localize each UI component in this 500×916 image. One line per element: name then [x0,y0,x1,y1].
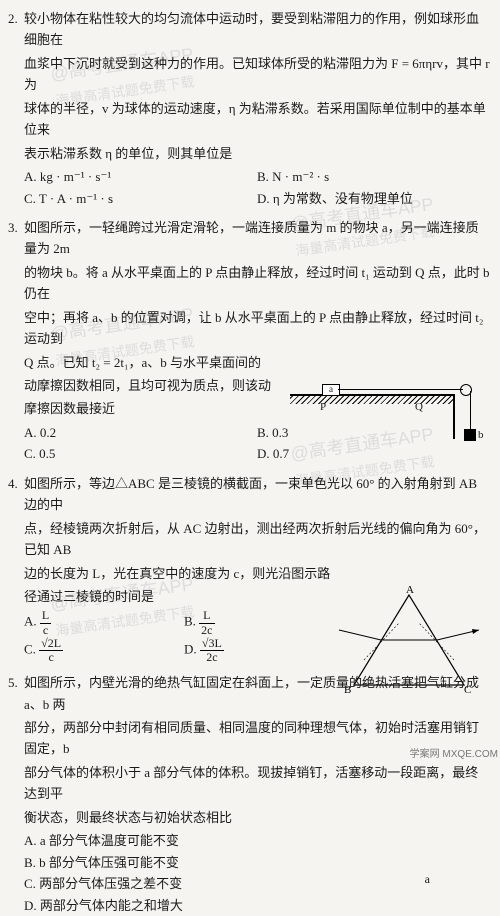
block-b [464,429,476,441]
option-d: D. √3L2c [184,637,344,664]
question-text: 如图所示，等边△ABC 是三棱镜的横截面，一束单色光以 60° 的入射角射到 A… [10,473,490,561]
figure-pulley: a P Q b [290,364,490,444]
question-3: 3. 如图所示，一轻绳跨过光滑定滑轮，一端连接质量为 m 的物块 a，另一端连接… [10,217,490,465]
q3-line: 的物块 b。将 a 从水平桌面上的 P 点由静止释放，经过时间 t₁ 运动到 Q… [24,262,490,305]
q2-line: 球体的半径，v 为球体的运动速度，η 为粘滞系数。若采用国际单位制中的基本单位来 [24,98,490,141]
option-d: D. 两部分气体内能之和增大 [24,895,354,916]
option-a: A. a 部分气体温度可能不变 [24,830,354,851]
q4-line: 点，经棱镜两次折射后，从 AC 边射出，测出经两次折射后光线的偏向角为 60°，… [24,518,490,561]
svg-text:A: A [406,585,414,596]
q2-line: 表示粘滞系数 η 的单位，则其单位是 [24,143,490,164]
q2-line: 血浆中下沉时就受到这种力的作用。已知球体所受的粘滞阻力为 F = 6πηrv，其… [24,53,490,96]
q3-line: 如图所示，一轻绳跨过光滑定滑轮，一端连接质量为 m 的物块 a，另一端连接质量为… [24,217,490,260]
option-b: B. L2c [184,609,344,636]
options: A. kg · m⁻¹ · s⁻¹ B. N · m⁻² · s C. T · … [10,166,490,209]
figure-cylinder-label: a [425,870,430,890]
q4-line: 边的长度为 L，光在真空中的速度为 c，则光沿图示路 [24,563,344,584]
q5-line: 部分，两部分中封闭有相同质量、相同温度的同种理想气体，初始时活塞用销钉固定，b [24,717,490,760]
option-c: C. T · A · m⁻¹ · s [24,188,257,209]
question-text-narrow: 边的长度为 L，光在真空中的速度为 c，则光沿图示路 径通过三棱镜的时间是 [10,563,344,608]
question-text: 较小物体在粘性较大的均匀流体中运动时，要受到粘滞阻力的作用，例如球形血细胞在 血… [10,8,490,164]
rope-horizontal [338,389,463,390]
label-p: P [320,398,326,416]
option-a: A. 0.2 [24,422,257,443]
options: A. a 部分气体温度可能不变 B. b 部分气体压强可能不变 C. 两部分气体… [10,830,354,916]
option-d: D. 0.7 [257,443,490,464]
question-5: 5. 如图所示，内壁光滑的绝热气缸固定在斜面上，一定质量的绝热活塞把气缸分成 a… [10,672,490,916]
label-b: b [478,426,484,444]
q5-line: 部分气体的体积小于 a 部分气体的体积。现拔掉销钉，活塞移动一段距离，最终达到平 [24,762,490,805]
question-2: 2. 较小物体在粘性较大的均匀流体中运动时，要受到粘滞阻力的作用，例如球形血细胞… [10,8,490,209]
option-c: C. 两部分气体压强之差不变 [24,873,354,894]
table-hatch [290,396,455,404]
option-a: A. Lc [24,609,184,636]
question-4: 4. 如图所示，等边△ABC 是三棱镜的横截面，一束单色光以 60° 的入射角射… [10,473,490,664]
q5-line: 衡状态，则最终状态与初始状态相比 [24,807,490,828]
q2-line: 较小物体在粘性较大的均匀流体中运动时，要受到粘滞阻力的作用，例如球形血细胞在 [24,8,490,51]
question-number: 3. [8,217,18,238]
option-d: D. η 为常数、没有物理单位 [257,188,490,209]
q4-line: 径通过三棱镜的时间是 [24,586,344,607]
option-c: C. 0.5 [24,443,257,464]
options: A. Lc B. L2c C. √2Lc D. √3L2c [10,609,344,664]
q3-line: Q 点。已知 t₂ = 2t₁，a、b 与水平桌面间的 [24,352,304,373]
option-b: B. b 部分气体压强可能不变 [24,852,354,873]
rope-vertical [470,391,471,429]
question-text: 如图所示，内壁光滑的绝热气缸固定在斜面上，一定质量的绝热活塞把气缸分成 a、b … [10,672,490,828]
label-q: Q [415,398,423,416]
option-c: C. √2Lc [24,637,184,664]
question-text-narrow: Q 点。已知 t₂ = 2t₁，a、b 与水平桌面间的 动摩擦因数相同，且均可视… [10,352,304,420]
option-a: A. kg · m⁻¹ · s⁻¹ [24,166,257,187]
question-number: 2. [8,8,18,29]
table-edge [453,394,455,439]
block-a: a [322,384,340,396]
option-b: B. N · m⁻² · s [257,166,490,187]
q4-line: 如图所示，等边△ABC 是三棱镜的横截面，一束单色光以 60° 的入射角射到 A… [24,473,490,516]
question-number: 5. [8,672,18,693]
q3-line: 摩擦因数最接近 [24,398,304,419]
q3-line: 空中；再将 a、b 的位置对调，让 b 从水平桌面上的 P 点由静止释放，经过时… [24,307,490,350]
question-number: 4. [8,473,18,494]
q3-line: 动摩擦因数相同，且均可视为质点，则该动 [24,375,304,396]
question-text: 如图所示，一轻绳跨过光滑定滑轮，一端连接质量为 m 的物块 a，另一端连接质量为… [10,217,490,350]
q5-line: 如图所示，内壁光滑的绝热气缸固定在斜面上，一定质量的绝热活塞把气缸分成 a、b … [24,672,490,715]
